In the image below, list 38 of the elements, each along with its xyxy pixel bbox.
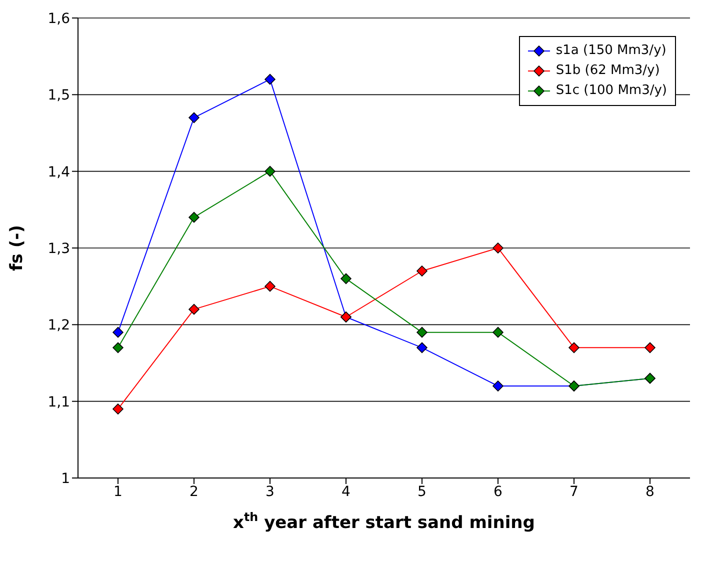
point xyxy=(416,326,428,338)
y-tick-label: 1,1 xyxy=(48,394,70,410)
x-tick-label: 1 xyxy=(114,484,122,500)
x-tick-label: 7 xyxy=(570,484,578,500)
point xyxy=(264,280,276,292)
legend-label: s1a (150 Mm3/y) xyxy=(556,42,666,60)
point xyxy=(264,166,276,177)
point xyxy=(492,380,504,392)
point xyxy=(188,304,200,315)
x-axis-title: x$^{th}$ year after start sand mining xyxy=(233,510,535,533)
point xyxy=(568,342,580,354)
x-tick-label: 5 xyxy=(418,484,426,500)
y-tick-label: 1 xyxy=(61,470,70,487)
point xyxy=(416,342,428,354)
x-tick-label: 3 xyxy=(266,484,274,500)
point xyxy=(340,273,352,284)
legend-label: S1c (100 Mm3/y) xyxy=(556,82,667,100)
point xyxy=(112,342,124,354)
y-tick-label: 1,4 xyxy=(48,164,70,180)
y-tick-label: 1,5 xyxy=(48,88,70,104)
x-tick-label: 6 xyxy=(494,484,503,500)
point xyxy=(492,326,504,338)
point xyxy=(188,112,200,124)
y-axis-title: fs (-) xyxy=(7,224,28,272)
point xyxy=(416,266,428,276)
x-tick-label: 8 xyxy=(646,484,654,500)
point xyxy=(188,212,200,223)
y-tick-label: 1,6 xyxy=(48,10,70,27)
x-tick-label: 4 xyxy=(342,484,351,500)
y-tick-label: 1,2 xyxy=(48,318,70,334)
y-tick-label: 1,3 xyxy=(48,240,70,257)
point xyxy=(264,74,276,85)
x-tick-label: 2 xyxy=(190,484,198,500)
legend-label: S1b (62 Mm3/y) xyxy=(556,62,660,80)
point xyxy=(644,342,656,354)
point xyxy=(112,404,124,414)
point xyxy=(492,242,504,254)
point xyxy=(112,326,124,338)
